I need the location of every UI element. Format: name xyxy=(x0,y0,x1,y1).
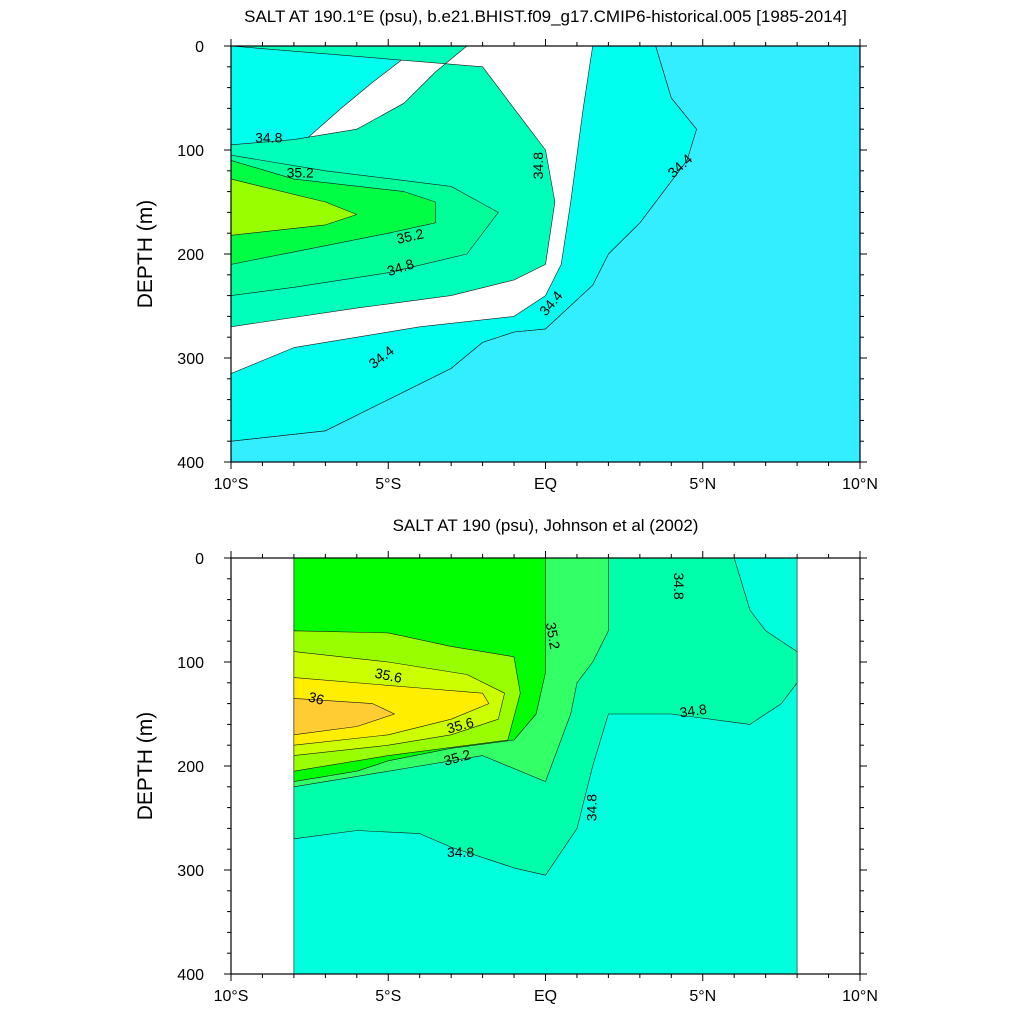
x-tick-label: 5°S xyxy=(375,476,401,493)
y-axis: 0 100 200 300 400 xyxy=(177,39,867,472)
contour-label: 35.2 xyxy=(287,165,314,181)
contour-label: 34.8 xyxy=(679,701,708,721)
contour-label: 35.2 xyxy=(395,225,425,246)
x-tick-label: 5°N xyxy=(689,476,716,493)
x-tick-label: 10°N xyxy=(842,476,878,493)
chart-title: SALT AT 190 (psu), Johnson et al (2002) xyxy=(393,516,699,535)
panel-top: SALT AT 190.1°E (psu), b.e21.BHIST.f09_g… xyxy=(134,7,878,493)
y-tick-label: 400 xyxy=(177,967,204,984)
y-axis-label: DEPTH (m) xyxy=(134,712,157,821)
x-tick-label: 10°N xyxy=(842,988,878,1005)
contour-label: 35.2 xyxy=(543,621,564,651)
y-tick-label: 300 xyxy=(177,351,204,368)
y-tick-label: 200 xyxy=(177,247,204,264)
contour-label: 36 xyxy=(307,688,326,708)
contour-band-34-6-1 xyxy=(231,46,697,442)
y-tick-label: 400 xyxy=(177,455,204,472)
y-tick-label: 100 xyxy=(177,655,204,672)
contour-label: 35.6 xyxy=(445,714,476,737)
x-axis: 10°S 5°S EQ 5°N 10°N xyxy=(214,551,878,1005)
y-tick-label: 0 xyxy=(195,39,204,56)
x-tick-label: 10°S xyxy=(214,988,249,1005)
contour-field xyxy=(231,46,860,462)
contour-label: 34.8 xyxy=(447,844,474,860)
x-tick-label: 5°N xyxy=(689,988,716,1005)
y-tick-label: 200 xyxy=(177,759,204,776)
y-tick-label: 300 xyxy=(177,863,204,880)
contour-band-36-0 xyxy=(293,698,395,736)
chart-title: SALT AT 190.1°E (psu), b.e21.BHIST.f09_g… xyxy=(244,7,847,26)
x-axis: 10°S 5°S EQ 5°N 10°N xyxy=(214,39,878,493)
contour-field xyxy=(293,558,798,974)
y-axis: 0 100 200 300 400 xyxy=(177,551,867,984)
x-tick-label: EQ xyxy=(534,988,557,1005)
panel-bottom: SALT AT 190 (psu), Johnson et al (2002) 3… xyxy=(134,516,878,1005)
y-axis-label: DEPTH (m) xyxy=(134,200,157,309)
contour-band-34-6-0 xyxy=(231,46,420,161)
y-tick-label: 100 xyxy=(177,143,204,160)
contour-label: 34.8 xyxy=(255,129,282,145)
contour-label: 34.8 xyxy=(530,152,546,179)
contour-label: 34.8 xyxy=(671,572,687,599)
contour-band-35-4-0 xyxy=(231,178,358,236)
y-tick-label: 0 xyxy=(195,551,204,568)
contour-label: 34.8 xyxy=(583,794,599,821)
x-tick-label: 5°S xyxy=(375,988,401,1005)
contour-label: 35.2 xyxy=(442,746,473,769)
x-tick-label: 10°S xyxy=(214,476,249,493)
x-tick-label: EQ xyxy=(534,476,557,493)
contour-label: 35.6 xyxy=(374,665,404,686)
